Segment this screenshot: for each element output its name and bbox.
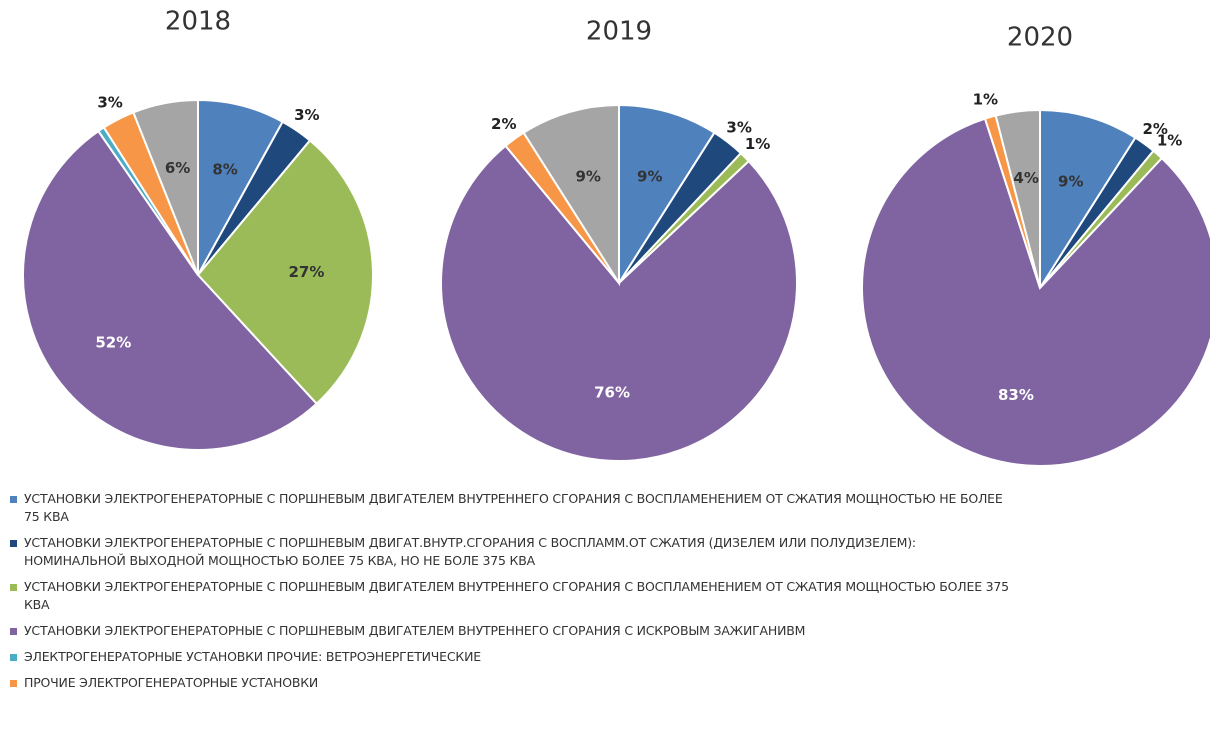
data-label: 2%: [1142, 120, 1167, 138]
legend-item: УСТАНОВКИ ЭЛЕКТРОГЕНЕРАТОРНЫЕ С ПОРШНЕВЫ…: [10, 534, 1020, 570]
data-label: 2%: [491, 115, 516, 133]
data-label: 27%: [289, 263, 325, 281]
data-label: 3%: [294, 106, 319, 124]
data-label: 1%: [973, 90, 998, 108]
legend-item: УСТАНОВКИ ЭЛЕКТРОГЕНЕРАТОРНЫЕ С ПОРШНЕВЫ…: [10, 578, 1020, 614]
legend-label: УСТАНОВКИ ЭЛЕКТРОГЕНЕРАТОРНЫЕ С ПОРШНЕВЫ…: [24, 491, 1003, 524]
data-label: 4%: [1013, 169, 1038, 187]
data-label: 9%: [637, 168, 662, 186]
legend-swatch: [10, 654, 17, 661]
legend-item: УСТАНОВКИ ЭЛЕКТРОГЕНЕРАТОРНЫЕ С ПОРШНЕВЫ…: [10, 490, 1020, 526]
legend-item: УСТАНОВКИ ЭЛЕКТРОГЕНЕРАТОРНЫЕ С ПОРШНЕВЫ…: [10, 622, 1020, 640]
data-label: 83%: [998, 386, 1034, 404]
data-label: 76%: [594, 384, 630, 402]
pie-slice: [132, 98, 199, 276]
legend-item: ЭЛЕКТРОГЕНЕРАТОРНЫЕ УСТАНОВКИ ПРОЧИЕ: ВЕ…: [10, 648, 1020, 666]
charts: 20188%3%27%52%3%6%20199%3%1%76%2%9%20209…: [22, 7, 1210, 467]
pie-slice: [440, 144, 798, 462]
legend: УСТАНОВКИ ЭЛЕКТРОГЕНЕРАТОРНЫЕ С ПОРШНЕВЫ…: [10, 490, 1020, 700]
data-label: 3%: [726, 119, 751, 137]
pie-slice: [618, 103, 716, 287]
pie-slice: [861, 117, 1210, 467]
data-label: 9%: [575, 168, 600, 186]
legend-swatch: [10, 540, 17, 547]
legend-label: ЭЛЕКТРОГЕНЕРАТОРНЫЕ УСТАНОВКИ ПРОЧИЕ: ВЕ…: [24, 649, 481, 664]
pie-slice: [522, 103, 620, 287]
pie-slice: [197, 98, 284, 276]
legend-label: УСТАНОВКИ ЭЛЕКТРОГЕНЕРАТОРНЫЕ С ПОРШНЕВЫ…: [24, 579, 1009, 612]
data-label: 9%: [1058, 173, 1083, 191]
legend-label: ПРОЧИЕ ЭЛЕКТРОГЕНЕРАТОРНЫЕ УСТАНОВКИ: [24, 675, 319, 690]
legend-label: УСТАНОВКИ ЭЛЕКТРОГЕНЕРАТОРНЫЕ С ПОРШНЕВЫ…: [24, 535, 916, 568]
data-label: 3%: [97, 94, 122, 112]
pie-slice: [1039, 108, 1137, 292]
legend-item: ПРОЧИЕ ЭЛЕКТРОГЕНЕРАТОРНЫЕ УСТАНОВКИ: [10, 674, 1020, 692]
data-label: 52%: [95, 333, 131, 351]
pie-slice: [994, 108, 1041, 289]
pie-slice: [22, 129, 318, 452]
legend-swatch: [10, 680, 17, 687]
legend-swatch: [10, 628, 17, 635]
chart-title: 2020: [1007, 23, 1073, 53]
legend-swatch: [10, 584, 17, 591]
data-label: 1%: [1157, 131, 1182, 149]
chart-title: 2018: [165, 7, 231, 37]
data-label: 8%: [212, 160, 237, 178]
legend-swatch: [10, 496, 17, 503]
data-label: 1%: [745, 135, 770, 153]
chart-title: 2019: [586, 17, 652, 47]
data-label: 6%: [165, 159, 190, 177]
legend-label: УСТАНОВКИ ЭЛЕКТРОГЕНЕРАТОРНЫЕ С ПОРШНЕВЫ…: [24, 623, 806, 638]
pie-slice: [196, 139, 374, 406]
